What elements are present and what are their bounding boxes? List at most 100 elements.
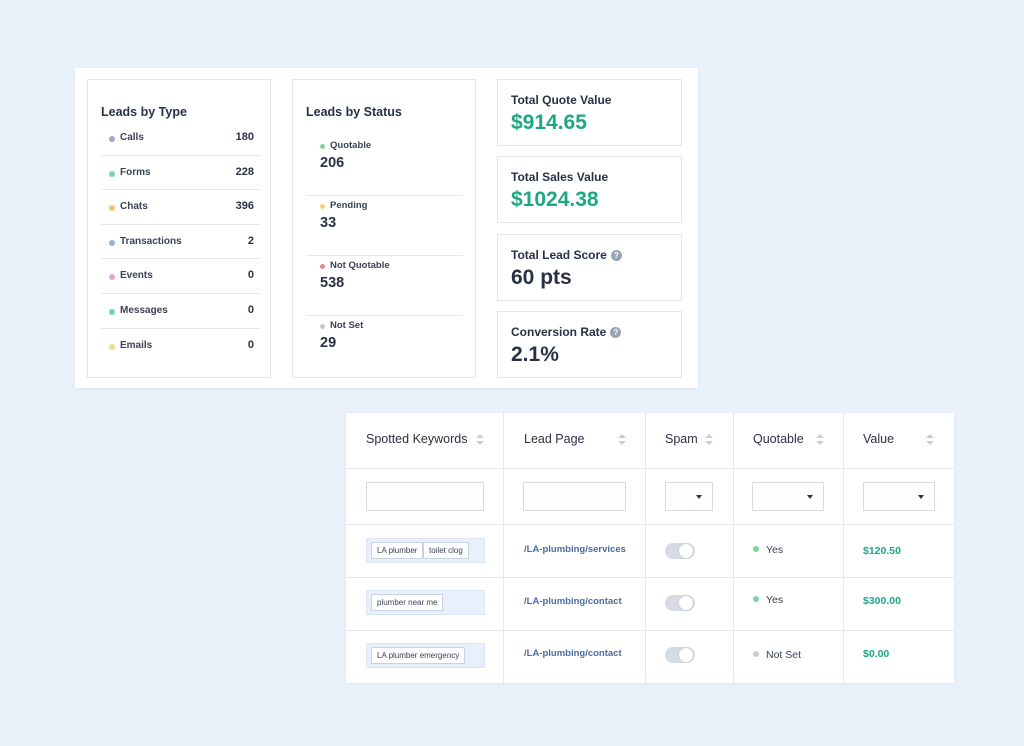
lead-type-row-transactions: Transactions 2 (101, 225, 260, 260)
lead-type-row-chats: Chats 396 (101, 190, 260, 225)
total-lead-score-card: Total Lead Score? 60 pts (497, 234, 682, 301)
sort-icon[interactable] (816, 433, 824, 447)
quotable-filter-select[interactable] (752, 482, 824, 511)
forms-color-dot (109, 170, 115, 177)
status-row-pending: Pending 33 (306, 196, 463, 256)
lead-type-label: Emails (120, 339, 153, 351)
toggle-knob (679, 596, 693, 610)
row-divider (346, 524, 954, 525)
header-quotable[interactable]: Quotable (753, 432, 804, 446)
quotable-status-text: Yes (766, 594, 784, 606)
lead-value: $300.00 (863, 595, 901, 607)
metric-title: Conversion Rate (511, 325, 607, 339)
lead-type-row-events: Events 0 (101, 259, 260, 294)
chats-color-dot (109, 205, 115, 212)
spam-toggle[interactable] (665, 647, 695, 663)
lead-type-row-calls: Calls 180 (101, 121, 260, 156)
pending-color-dot (320, 204, 325, 209)
header-lead-page[interactable]: Lead Page (524, 432, 585, 446)
not-set-color-dot (320, 324, 325, 329)
keywords-cell: LA plumber emergency (366, 643, 485, 668)
not-quotable-color-dot (320, 264, 325, 269)
lead-type-label: Events (120, 270, 153, 282)
status-label: Quotable (330, 140, 372, 151)
column-spotted-keywords (346, 413, 504, 683)
column-spam (646, 413, 734, 683)
keyword-tag: LA plumber emergency (371, 647, 466, 664)
quotable-status-text: Yes (766, 544, 784, 556)
quotable-status-dot (753, 596, 759, 602)
column-quotable (734, 413, 844, 683)
keyword-tag: toilet clog (423, 542, 469, 559)
sort-icon[interactable] (476, 433, 484, 447)
value-filter-select[interactable] (863, 482, 935, 511)
lead-page-filter-input[interactable] (523, 482, 626, 511)
row-divider (346, 630, 954, 631)
metric-value: $1024.38 (511, 188, 599, 211)
lead-type-count: 0 (247, 338, 254, 351)
spam-toggle[interactable] (665, 543, 695, 559)
sort-icon[interactable] (618, 433, 626, 447)
row-divider (346, 577, 954, 578)
status-row-quotable: Quotable 206 (306, 136, 463, 196)
quotable-status-dot (753, 651, 759, 657)
keywords-filter-input[interactable] (366, 482, 484, 511)
lead-type-count: 180 (235, 131, 254, 143)
messages-color-dot (109, 309, 115, 315)
lead-type-count: 228 (235, 165, 254, 178)
status-label: Not Quotable (330, 260, 390, 271)
total-quote-value-card: Total Quote Value $914.65 (497, 79, 682, 146)
status-count: 206 (320, 155, 345, 171)
lead-page-link[interactable]: /LA-plumbing/services (524, 544, 626, 555)
lead-type-label: Chats (120, 201, 148, 213)
status-count: 33 (320, 215, 337, 231)
leads-by-type-title: Leads by Type (101, 105, 187, 119)
spam-filter-select[interactable] (665, 482, 713, 511)
row-divider (346, 468, 954, 469)
lead-value: $0.00 (863, 648, 890, 660)
leads-dashboard-card: Leads by Type Calls 180 Forms 228 Chats … (75, 68, 698, 388)
header-spotted-keywords[interactable]: Spotted Keywords (366, 432, 468, 446)
metric-title: Total Quote Value (511, 93, 612, 107)
quotable-color-dot (320, 144, 325, 149)
status-row-not-quotable: Not Quotable 538 (306, 256, 463, 316)
help-icon[interactable]: ? (610, 327, 622, 338)
quotable-status-dot (753, 546, 759, 552)
lead-type-count: 0 (247, 304, 254, 316)
keywords-cell: plumber near me (366, 590, 485, 615)
quotable-status: Not Set (753, 649, 801, 661)
lead-page-link[interactable]: /LA-plumbing/contact (524, 596, 622, 607)
chevron-down-icon (918, 495, 924, 499)
leads-table: Spotted Keywords Lead Page Spam Quotable… (346, 413, 954, 683)
keyword-tag: plumber near me (371, 594, 444, 611)
status-label: Pending (330, 200, 368, 211)
transactions-color-dot (109, 239, 115, 246)
keyword-tag: LA plumber (371, 542, 424, 559)
header-value[interactable]: Value (863, 432, 895, 446)
metric-value: 60 pts (511, 266, 572, 289)
lead-type-count: 2 (247, 234, 254, 247)
toggle-knob (679, 544, 693, 558)
chevron-down-icon (807, 495, 813, 499)
header-spam[interactable]: Spam (665, 432, 698, 446)
sort-icon[interactable] (926, 433, 934, 447)
calls-color-dot (109, 136, 115, 142)
metric-title-row: Conversion Rate? (511, 325, 622, 339)
conversion-rate-card: Conversion Rate? 2.1% (497, 311, 682, 378)
lead-type-row-messages: Messages 0 (101, 294, 260, 329)
lead-type-label: Transactions (120, 235, 182, 247)
help-icon[interactable]: ? (610, 250, 622, 261)
chevron-down-icon (696, 495, 702, 499)
metric-value: 2.1% (511, 343, 559, 366)
lead-value: $120.50 (863, 545, 901, 557)
lead-type-label: Forms (120, 166, 151, 178)
metric-title: Total Sales Value (511, 170, 609, 184)
metric-title-row: Total Lead Score? (511, 248, 622, 262)
leads-by-status-title: Leads by Status (306, 105, 402, 119)
spam-toggle[interactable] (665, 595, 695, 611)
lead-page-link[interactable]: /LA-plumbing/contact (524, 648, 622, 659)
events-color-dot (109, 274, 115, 281)
sort-icon[interactable] (705, 433, 713, 447)
total-sales-value-card: Total Sales Value $1024.38 (497, 156, 682, 223)
lead-type-row-forms: Forms 228 (101, 156, 260, 191)
